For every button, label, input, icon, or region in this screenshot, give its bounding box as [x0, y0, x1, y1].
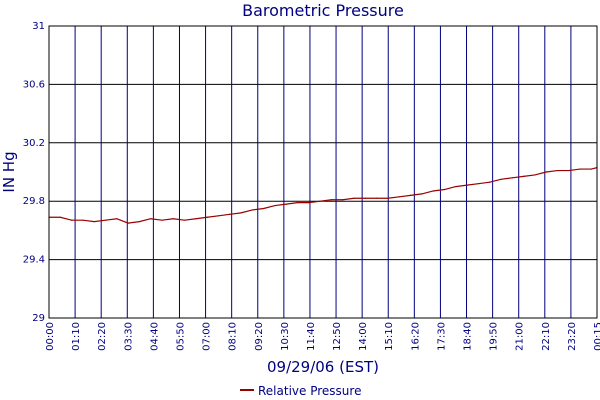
x-tick-label: 18:40: [463, 322, 474, 351]
data-point: [319, 200, 321, 202]
data-point: [398, 196, 400, 198]
y-tick-label: 29.4: [23, 255, 45, 266]
data-point: [116, 218, 118, 220]
data-point: [421, 193, 423, 195]
data-point: [263, 207, 265, 210]
data-point: [229, 213, 231, 215]
data-point: [138, 221, 140, 223]
data-point: [568, 169, 570, 172]
data-point: [387, 197, 389, 199]
grid: [48, 25, 598, 319]
legend: Relative Pressure: [240, 384, 361, 398]
x-tick-label: 04:40: [149, 322, 160, 351]
x-axis-title: 09/29/06 (EST): [267, 358, 379, 376]
data-point: [240, 212, 242, 214]
data-point: [522, 175, 525, 177]
axis-ticks: 29 29.4 29.8 30.2 30.6 31 00:00 01:10 02:20 03:30…: [23, 21, 600, 351]
data-point: [195, 218, 197, 220]
data-point: [489, 181, 491, 183]
y-axis-title: IN Hg: [0, 151, 18, 192]
data-point: [308, 202, 310, 204]
data-point: [150, 218, 152, 220]
data-point: [251, 209, 253, 211]
x-tick-label: 22:10: [541, 322, 552, 351]
data-point: [59, 216, 61, 218]
y-tick-label: 30.2: [23, 138, 45, 149]
data-point: [545, 171, 547, 173]
x-tick-label: 17:30: [436, 322, 447, 351]
x-tick-label: 19:50: [489, 322, 500, 351]
x-tick-label: 00:15: [593, 322, 600, 351]
x-tick-label: 07:00: [202, 322, 213, 351]
data-point: [455, 186, 457, 188]
x-tick-label: 21:00: [515, 322, 526, 351]
data-point: [500, 178, 502, 180]
x-tick-label: 10:30: [280, 322, 291, 351]
data-point: [376, 197, 378, 199]
data-point: [342, 199, 344, 201]
data-point: [364, 197, 366, 199]
series-layer: [48, 167, 598, 224]
data-point: [274, 204, 276, 207]
data-point: [330, 199, 333, 201]
x-tick-label: 14:00: [358, 322, 369, 351]
data-point: [161, 219, 163, 221]
data-point: [217, 215, 220, 217]
data-point: [409, 194, 412, 196]
data-point: [590, 168, 592, 170]
x-tick-label: 09:20: [254, 322, 265, 351]
x-tick-label: 05:50: [175, 322, 186, 351]
x-tick-label: 01:10: [71, 322, 82, 351]
y-tick-label: 29.8: [23, 196, 45, 207]
data-point: [353, 197, 355, 199]
data-point: [70, 219, 73, 221]
x-tick-label: 16:20: [410, 322, 421, 351]
y-tick-label: 31: [32, 21, 45, 32]
x-tick-label: 02:20: [97, 322, 108, 351]
y-tick-label: 29: [32, 313, 45, 324]
data-point: [477, 183, 479, 185]
data-point: [82, 219, 84, 221]
y-tick-label: 30.6: [23, 79, 45, 90]
plot-frame: [48, 25, 598, 319]
data-point: [172, 218, 174, 220]
x-tick-label: 23:20: [567, 322, 578, 351]
data-point: [534, 174, 536, 176]
data-point: [127, 222, 129, 224]
x-tick-label: 08:10: [228, 322, 239, 351]
data-point: [93, 221, 95, 223]
chart-title: Barometric Pressure: [242, 1, 404, 20]
data-point: [206, 216, 208, 218]
data-point: [511, 177, 513, 179]
data-point: [579, 168, 581, 170]
x-tick-label: 00:00: [45, 322, 56, 351]
legend-label: Relative Pressure: [258, 384, 361, 398]
data-point: [432, 190, 434, 192]
data-point: [183, 219, 186, 221]
x-tick-label: 15:10: [384, 322, 395, 351]
x-tick-label: 03:30: [123, 322, 134, 351]
data-point: [466, 184, 468, 186]
data-point: [556, 169, 559, 172]
data-point: [443, 188, 446, 191]
data-point: [296, 202, 299, 204]
series-line-0: [49, 167, 598, 224]
x-tick-label: 12:50: [332, 322, 343, 351]
data-point: [104, 219, 107, 221]
data-point: [285, 203, 287, 205]
x-tick-label: 11:40: [306, 322, 317, 351]
